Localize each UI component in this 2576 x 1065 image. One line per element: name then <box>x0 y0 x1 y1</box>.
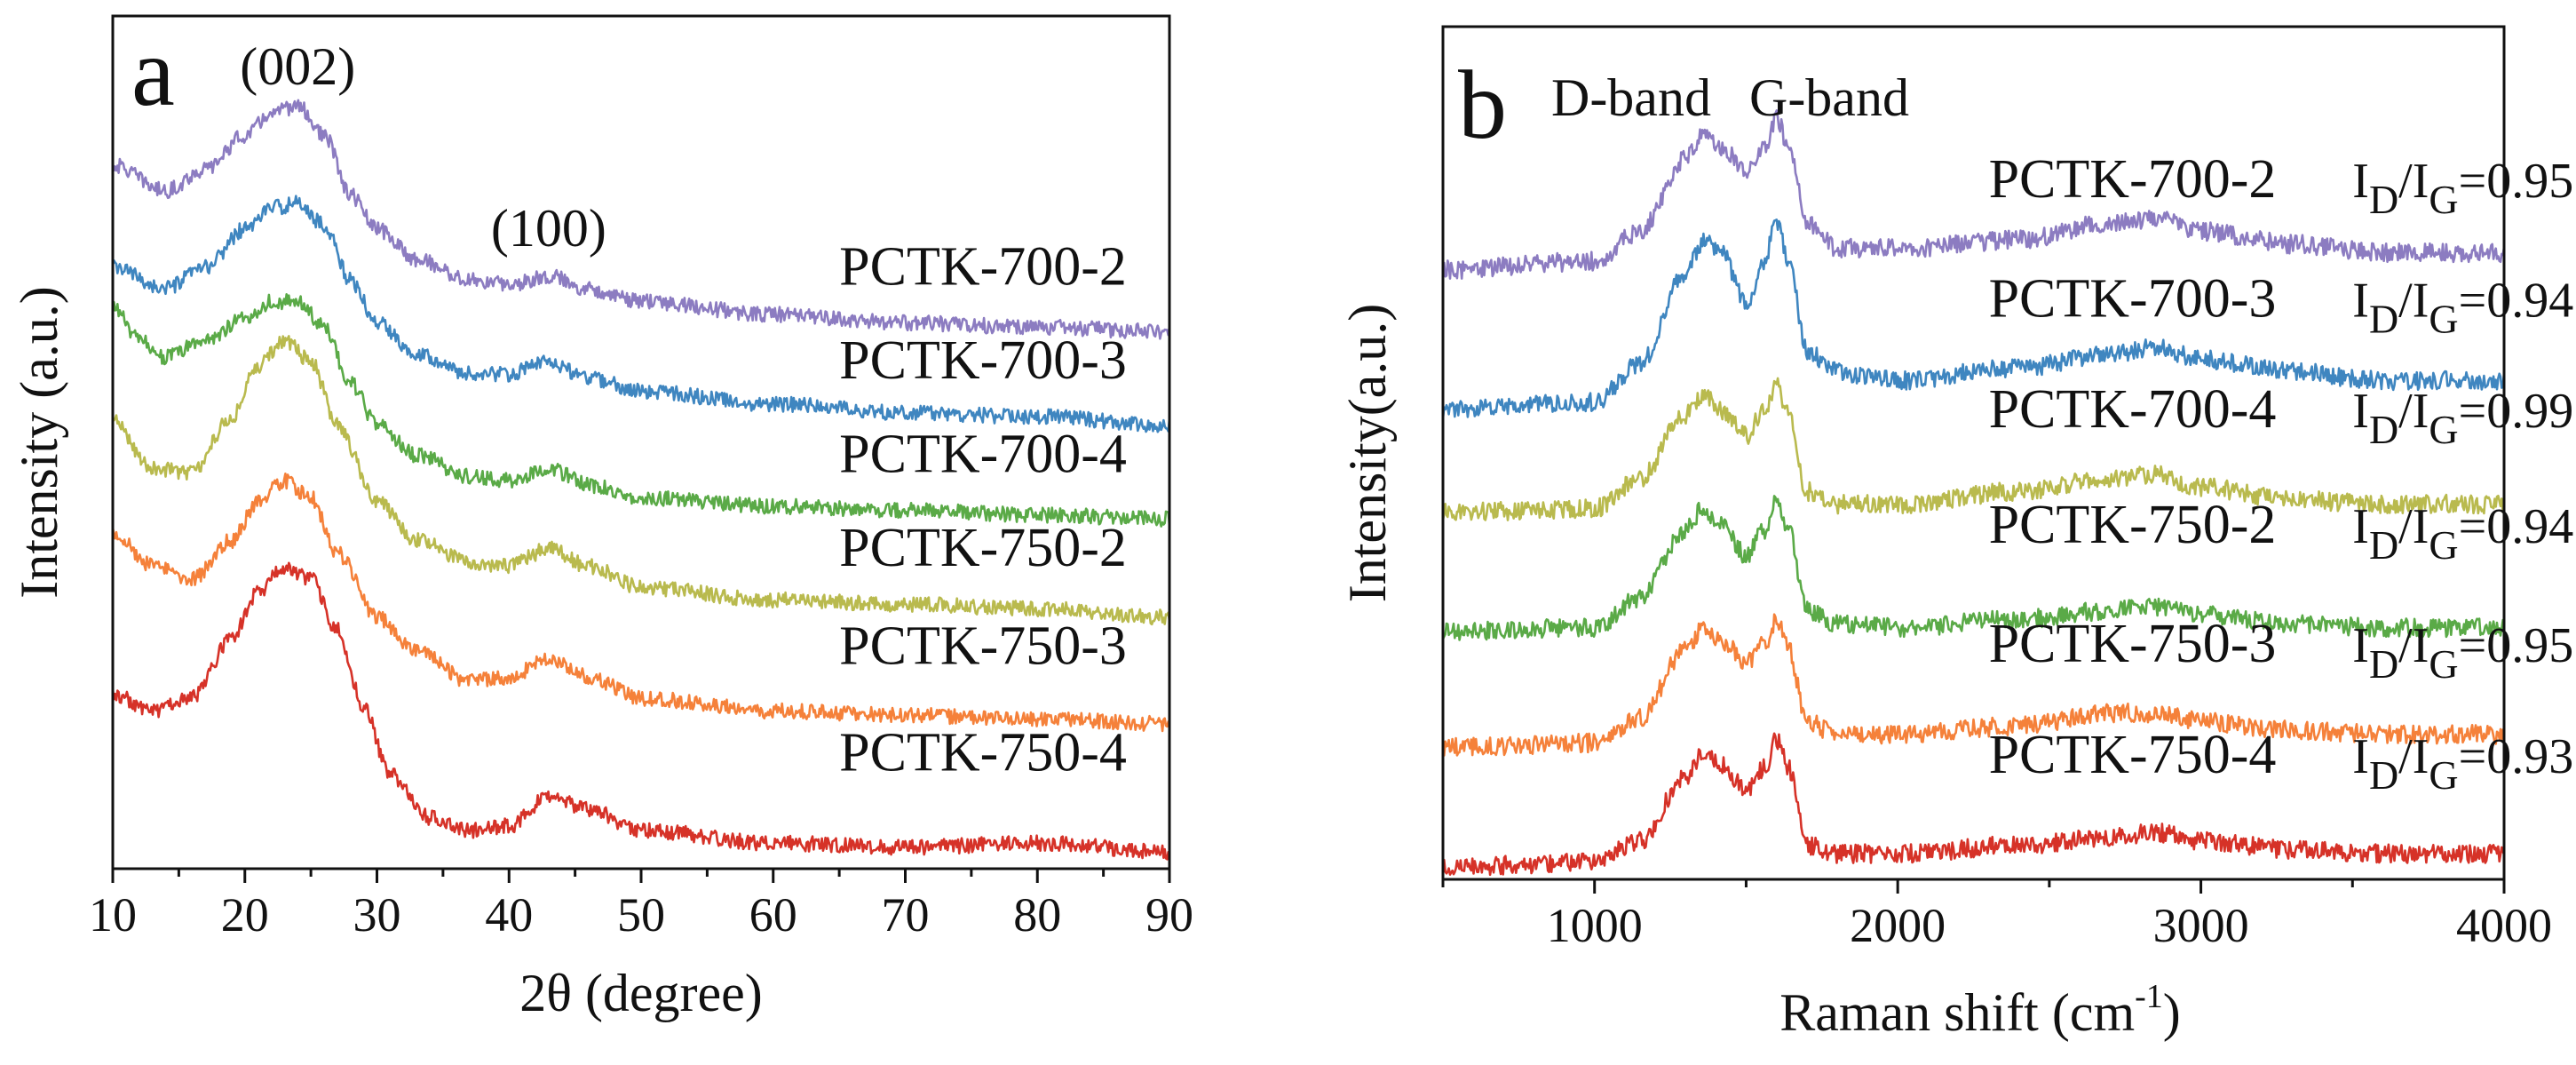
x-tick-label: 90 <box>1145 888 1193 942</box>
series-label-pctk-700-2: PCTK-700-2 <box>1989 149 2277 210</box>
x-tick-label: 20 <box>221 888 269 942</box>
series-label-pctk-750-4: PCTK-750-4 <box>839 723 1127 783</box>
id-ig-ratio-pctk-750-4: ID/IG=0.93 <box>2352 729 2573 798</box>
panel-b-x-axis-title-close: ) <box>2163 983 2181 1042</box>
series-label-pctk-700-4: PCTK-700-4 <box>1989 379 2277 440</box>
panel-b-series-labels: PCTK-700-2 PCTK-700-3 PCTK-700-4 PCTK-750-2… <box>1989 149 2277 785</box>
panel-a-x-ticks: 10 20 30 40 50 60 70 80 90 <box>89 869 1193 942</box>
x-tick-label: 2000 <box>1850 899 1946 952</box>
series-label-pctk-750-4: PCTK-750-4 <box>1989 725 2277 785</box>
x-tick-label: 30 <box>353 888 401 942</box>
series-line-pctk-750-2 <box>1441 495 2506 641</box>
x-tick-label: 50 <box>617 888 665 942</box>
series-label-pctk-700-3: PCTK-700-3 <box>839 330 1127 391</box>
panel-b-x-axis-title-main: Raman shift (cm <box>1779 983 2135 1042</box>
peak-annotation: (002) <box>240 37 355 96</box>
series-line-pctk-750-4 <box>1441 732 2506 877</box>
panel-b-id-ig-ratios: ID/IG=0.95 ID/IG=0.94 ID/IG=0.99 ID/IG=0.94… <box>2352 154 2573 798</box>
series-line-pctk-700-2 <box>1441 109 2506 280</box>
peak-annotation: (100) <box>491 199 606 258</box>
x-tick-label: 3000 <box>2153 899 2249 952</box>
id-ig-ratio-pctk-750-2: ID/IG=0.94 <box>2352 499 2573 568</box>
panel-a-peak-annotations: (002) (100) <box>240 37 606 258</box>
x-tick-label: 80 <box>1013 888 1061 942</box>
id-ig-ratio-pctk-700-2: ID/IG=0.95 <box>2352 154 2573 222</box>
series-line-pctk-750-4 <box>111 561 1170 861</box>
panel-b-x-axis-title-superscript: -1 <box>2135 978 2163 1015</box>
panel-a-xrd-chart: 10 20 30 40 50 60 70 80 90 PCTK-700-2PCTK-700-3P… <box>10 14 1193 1022</box>
series-line-pctk-700-3 <box>1441 219 2506 419</box>
series-line-pctk-700-4 <box>112 293 1171 528</box>
panel-b-label: b <box>1458 51 1507 159</box>
x-tick-label: 4000 <box>2456 899 2552 952</box>
x-tick-label: 60 <box>749 888 797 942</box>
series-line-pctk-750-3 <box>111 473 1171 733</box>
panel-b-x-axis-title: Raman shift (cm-1) <box>1779 978 2181 1042</box>
panel-b-traces <box>1441 109 2506 877</box>
series-label-pctk-750-3: PCTK-750-3 <box>1989 614 2277 674</box>
series-label-pctk-750-3: PCTK-750-3 <box>839 616 1127 677</box>
panel-b-y-axis-title: Intensity(a.u.) <box>1338 304 1397 603</box>
series-line-pctk-750-3 <box>1441 613 2506 757</box>
id-ig-ratio-pctk-700-4: ID/IG=0.99 <box>2352 384 2573 452</box>
panel-a-y-axis-title: Intensity (a.u.) <box>10 286 68 599</box>
series-label-pctk-700-4: PCTK-700-4 <box>839 425 1127 485</box>
id-ig-ratio-pctk-700-3: ID/IG=0.94 <box>2352 273 2573 341</box>
series-line-pctk-700-3 <box>111 195 1171 433</box>
panel-b-raman-chart: 1000 2000 3000 4000 PCTK-700-2PCTK-700-3PCT… <box>1338 25 2573 1042</box>
series-label-pctk-700-3: PCTK-700-3 <box>1989 268 2277 329</box>
series-line-pctk-700-4 <box>1441 377 2505 521</box>
d-band-label: D-band <box>1551 68 1711 127</box>
panel-a-series-labels: PCTK-700-2 PCTK-700-3 PCTK-700-4 PCTK-750-2… <box>839 236 1127 783</box>
x-tick-label: 40 <box>485 888 533 942</box>
panel-a-x-axis-title: 2θ (degree) <box>519 964 763 1022</box>
panel-b-frame <box>1441 25 2506 881</box>
series-label-pctk-700-2: PCTK-700-2 <box>839 236 1127 297</box>
panel-a-label: a <box>131 18 175 126</box>
series-label-pctk-750-2: PCTK-750-2 <box>839 518 1127 578</box>
x-tick-label: 1000 <box>1547 899 1643 952</box>
panel-b-x-ticks: 1000 2000 3000 4000 <box>1441 879 2552 952</box>
id-ig-ratio-pctk-750-3: ID/IG=0.95 <box>2352 618 2573 687</box>
series-line-pctk-750-2 <box>111 335 1171 626</box>
x-tick-label: 10 <box>89 888 137 942</box>
panel-a-traces <box>111 99 1171 861</box>
series-label-pctk-750-2: PCTK-750-2 <box>1989 495 2277 555</box>
x-tick-label: 70 <box>882 888 930 942</box>
series-line-pctk-700-2 <box>111 99 1171 340</box>
g-band-label: G-band <box>1749 68 1909 127</box>
